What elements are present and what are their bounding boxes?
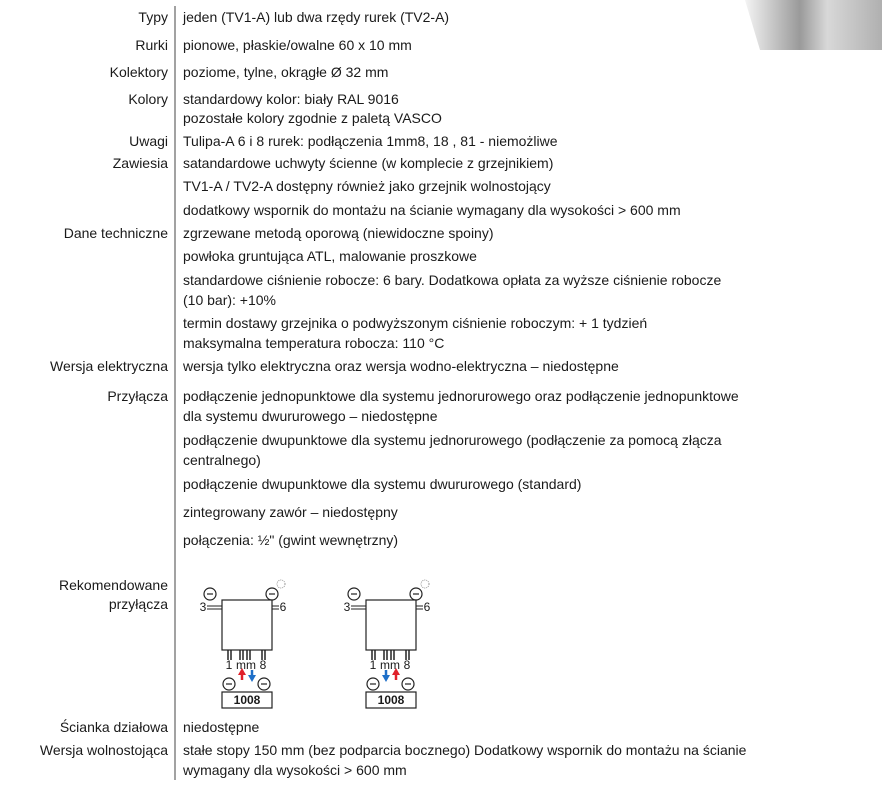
port-label: 8	[260, 658, 267, 672]
port-label: 6	[424, 600, 431, 614]
row-value: zgrzewane metodą oporową (niewidoczne sp…	[183, 225, 494, 241]
product-photo	[745, 0, 882, 50]
row-label: Wersja wolnostojąca	[39, 742, 168, 758]
row-value: pozostałe kolory zgodnie z paletą VASCO	[183, 110, 442, 126]
port-label: 1	[226, 658, 233, 672]
code-box	[221, 691, 273, 709]
row-value: powłoka gruntująca ATL, malowanie proszk…	[183, 248, 477, 264]
row-label: przyłącza	[108, 596, 168, 612]
row-value: standardowe ciśnienie robocze: 6 bary. D…	[183, 272, 722, 288]
row-value: dla systemu dwururowego – niedostępne	[183, 408, 438, 424]
radiator	[365, 599, 417, 651]
connection-code: 1008	[378, 693, 405, 707]
row-value: połączenia: ½" (gwint wewnętrzny)	[183, 532, 399, 548]
row-value: maksymalna temperatura robocza: 110 °C	[183, 335, 445, 351]
row-value: wymagany dla wysokości > 600 mm	[183, 762, 407, 778]
air-vent	[420, 579, 430, 589]
valve-symbol	[203, 587, 217, 601]
row-value: (10 bar): +10%	[183, 292, 276, 308]
valve-symbol	[222, 677, 236, 691]
flow-arrow-head	[392, 668, 400, 675]
row-label: Kolory	[128, 91, 168, 107]
port-label: 6	[280, 600, 287, 614]
row-label: Dane techniczne	[63, 225, 168, 241]
port-label: mm	[236, 658, 256, 672]
row-label: Przyłącza	[107, 388, 168, 404]
row-value: wersja tylko elektryczna oraz wersja wod…	[183, 358, 619, 374]
code-box	[365, 691, 417, 709]
row-value: jeden (TV1-A) lub dwa rzędy rurek (TV2-A…	[183, 9, 450, 25]
row-value: zintegrowany zawór – niedostępny	[183, 504, 398, 520]
row-label: Ścianka działowa	[59, 719, 168, 735]
row-value: satandardowe uchwyty ścienne (w kompleci…	[183, 155, 554, 171]
row-value: TV1-A / TV2-A dostępny również jako grze…	[183, 178, 551, 194]
row-label: Wersja elektryczna	[49, 358, 168, 374]
connection-code: 1008	[234, 693, 261, 707]
row-value: pionowe, płaskie/owalne 60 x 10 mm	[183, 37, 412, 53]
port-label: 3	[344, 600, 351, 614]
port-label: 3	[200, 600, 207, 614]
air-vent	[276, 579, 286, 589]
valve-symbol	[366, 677, 380, 691]
row-label: Uwagi	[129, 133, 168, 149]
row-value: dodatkowy wspornik do montażu na ścianie…	[183, 202, 681, 218]
flow-arrow-head	[238, 668, 246, 675]
row-label: Rekomendowane	[59, 577, 168, 593]
row-value: stałe stopy 150 mm (bez podparcia boczne…	[183, 742, 747, 758]
row-label: Rurki	[135, 37, 168, 53]
row-value: podłączenie dwupunktowe dla systemu dwur…	[183, 476, 582, 492]
port-label: mm	[380, 658, 400, 672]
valve-symbol	[347, 587, 361, 601]
valve-symbol	[401, 677, 415, 691]
row-value: niedostępne	[183, 719, 260, 735]
row-value: Tulipa-A 6 i 8 rurek: podłączenia 1mm8, …	[183, 133, 558, 149]
row-value: termin dostawy grzejnika o podwyższonym …	[183, 315, 648, 331]
row-label: Kolektory	[109, 64, 168, 80]
row-value: poziome, tylne, okrągłe Ø 32 mm	[183, 64, 389, 80]
flow-arrow-head	[382, 675, 390, 682]
row-value: podłączenie dwupunktowe dla systemu jedn…	[183, 432, 722, 448]
port-label: 1	[370, 658, 377, 672]
row-label: Zawiesia	[112, 155, 168, 171]
row-value: centralnego)	[183, 452, 261, 468]
valve-symbol	[257, 677, 271, 691]
flow-arrow-head	[248, 675, 256, 682]
radiator	[221, 599, 273, 651]
port-label: 8	[404, 658, 411, 672]
row-value: standardowy kolor: biały RAL 9016	[183, 91, 399, 107]
row-value: podłączenie jednopunktowe dla systemu je…	[183, 388, 739, 404]
row-label: Typy	[138, 9, 168, 25]
